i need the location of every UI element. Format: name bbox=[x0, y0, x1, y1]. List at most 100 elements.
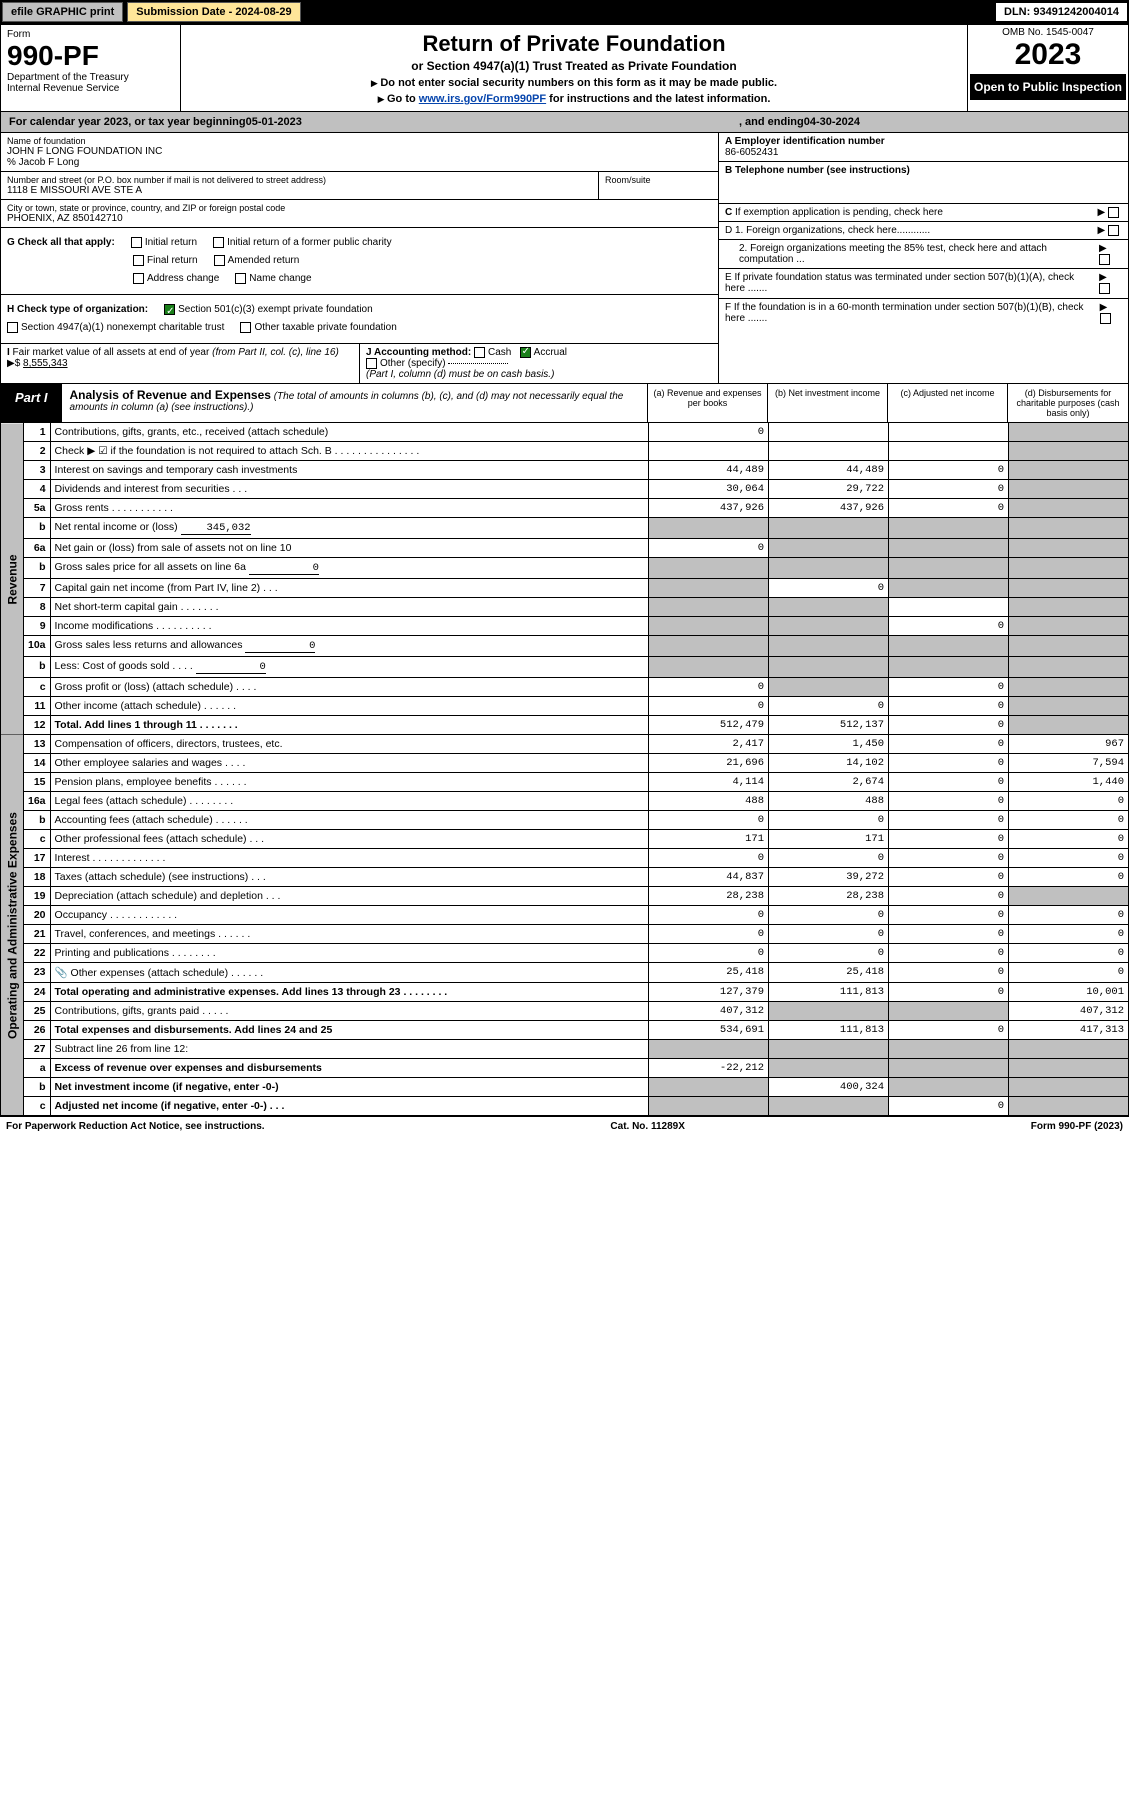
value-cell: 0 bbox=[889, 773, 1009, 792]
value-cell: 0 bbox=[889, 811, 1009, 830]
line-desc: Other employee salaries and wages . . . … bbox=[50, 754, 648, 773]
value-cell bbox=[649, 558, 769, 579]
line-desc: Travel, conferences, and meetings . . . … bbox=[50, 925, 648, 944]
line-desc: Depreciation (attach schedule) and deple… bbox=[50, 887, 648, 906]
cb-cash[interactable] bbox=[474, 347, 485, 358]
cb-amended-return[interactable] bbox=[214, 255, 225, 266]
line-number: 25 bbox=[24, 1002, 51, 1021]
value-cell: 0 bbox=[889, 1021, 1009, 1040]
part1-table: Revenue1Contributions, gifts, grants, et… bbox=[0, 423, 1129, 1116]
value-cell bbox=[769, 539, 889, 558]
line-number: c bbox=[24, 830, 51, 849]
value-cell bbox=[649, 518, 769, 539]
value-cell: 39,272 bbox=[769, 868, 889, 887]
value-cell: 437,926 bbox=[769, 499, 889, 518]
line-number: 19 bbox=[24, 887, 51, 906]
value-cell: 512,479 bbox=[649, 716, 769, 735]
form-number: 990-PF bbox=[7, 40, 174, 72]
value-cell bbox=[889, 442, 1009, 461]
value-cell bbox=[1009, 1078, 1129, 1097]
line-number: 10a bbox=[24, 636, 51, 657]
value-cell bbox=[889, 657, 1009, 678]
ty-begin: 05-01-2023 bbox=[246, 116, 302, 128]
value-cell: 0 bbox=[889, 461, 1009, 480]
cb-address-change[interactable] bbox=[133, 273, 144, 284]
line-number: 11 bbox=[24, 697, 51, 716]
value-cell bbox=[889, 558, 1009, 579]
attachment-icon[interactable]: 📎 bbox=[55, 967, 68, 979]
cb-initial-former[interactable] bbox=[213, 237, 224, 248]
irs-link[interactable]: www.irs.gov/Form990PF bbox=[419, 93, 546, 105]
value-cell bbox=[1009, 617, 1129, 636]
value-cell bbox=[649, 579, 769, 598]
cb-e[interactable] bbox=[1099, 283, 1110, 294]
value-cell: 0 bbox=[769, 849, 889, 868]
value-cell: 0 bbox=[1009, 925, 1129, 944]
line-number: 23 bbox=[24, 963, 51, 983]
line-desc: Pension plans, employee benefits . . . .… bbox=[50, 773, 648, 792]
line-number: 27 bbox=[24, 1040, 51, 1059]
cb-4947a1[interactable] bbox=[7, 322, 18, 333]
cb-f[interactable] bbox=[1100, 313, 1111, 324]
value-cell: 2,417 bbox=[649, 735, 769, 754]
value-cell: 30,064 bbox=[649, 480, 769, 499]
value-cell bbox=[649, 442, 769, 461]
cb-c[interactable] bbox=[1108, 207, 1119, 218]
value-cell: 0 bbox=[889, 963, 1009, 983]
value-cell: 0 bbox=[1009, 944, 1129, 963]
line-desc: Legal fees (attach schedule) . . . . . .… bbox=[50, 792, 648, 811]
value-cell bbox=[769, 1002, 889, 1021]
ty-end: 04-30-2024 bbox=[804, 116, 860, 128]
line-number: 18 bbox=[24, 868, 51, 887]
street: 1118 E MISSOURI AVE STE A bbox=[7, 185, 592, 196]
value-cell: 28,238 bbox=[769, 887, 889, 906]
value-cell bbox=[769, 442, 889, 461]
city: PHOENIX, AZ 850142710 bbox=[7, 213, 712, 224]
value-cell: 0 bbox=[769, 944, 889, 963]
value-cell: 111,813 bbox=[769, 983, 889, 1002]
phone-label: B Telephone number (see instructions) bbox=[725, 165, 910, 176]
value-cell bbox=[769, 1097, 889, 1116]
city-label: City or town, state or province, country… bbox=[7, 203, 712, 213]
value-cell: 0 bbox=[889, 906, 1009, 925]
line-number: 15 bbox=[24, 773, 51, 792]
efile-print-button[interactable]: efile GRAPHIC print bbox=[2, 2, 123, 22]
value-cell: 171 bbox=[769, 830, 889, 849]
value-cell bbox=[889, 598, 1009, 617]
cb-d2[interactable] bbox=[1099, 254, 1110, 265]
cb-initial-return[interactable] bbox=[131, 237, 142, 248]
cb-other-method[interactable] bbox=[366, 358, 377, 369]
line-desc: Compensation of officers, directors, tru… bbox=[50, 735, 648, 754]
footer-right: Form 990-PF (2023) bbox=[1031, 1121, 1123, 1132]
line-desc: Gross profit or (loss) (attach schedule)… bbox=[50, 678, 648, 697]
cb-other-taxable[interactable] bbox=[240, 322, 251, 333]
line-desc: Subtract line 26 from line 12: bbox=[50, 1040, 648, 1059]
cb-name-change[interactable] bbox=[235, 273, 246, 284]
form-label: Form bbox=[7, 29, 174, 40]
fmv-value: 8,555,343 bbox=[23, 358, 68, 369]
line-number: 22 bbox=[24, 944, 51, 963]
value-cell: 0 bbox=[889, 792, 1009, 811]
value-cell bbox=[769, 558, 889, 579]
value-cell: 127,379 bbox=[649, 983, 769, 1002]
cash-basis-note: (Part I, column (d) must be on cash basi… bbox=[366, 369, 554, 380]
value-cell: -22,212 bbox=[649, 1059, 769, 1078]
cb-accrual[interactable] bbox=[520, 347, 531, 358]
cb-d1[interactable] bbox=[1108, 225, 1119, 236]
dln: DLN: 93491242004014 bbox=[996, 3, 1127, 21]
value-cell: 0 bbox=[769, 906, 889, 925]
value-cell bbox=[1009, 579, 1129, 598]
line-desc: 📎 Other expenses (attach schedule) . . .… bbox=[50, 963, 648, 983]
line-desc: Less: Cost of goods sold . . . . 0 bbox=[50, 657, 648, 678]
line-number: b bbox=[24, 558, 51, 579]
value-cell: 0 bbox=[649, 811, 769, 830]
value-cell: 4,114 bbox=[649, 773, 769, 792]
line-number: 4 bbox=[24, 480, 51, 499]
cb-final-return[interactable] bbox=[133, 255, 144, 266]
line-number: 1 bbox=[24, 423, 51, 442]
value-cell bbox=[1009, 480, 1129, 499]
cb-501c3[interactable] bbox=[164, 304, 175, 315]
value-cell: 0 bbox=[889, 830, 1009, 849]
value-cell bbox=[889, 1059, 1009, 1078]
page-footer: For Paperwork Reduction Act Notice, see … bbox=[0, 1116, 1129, 1136]
